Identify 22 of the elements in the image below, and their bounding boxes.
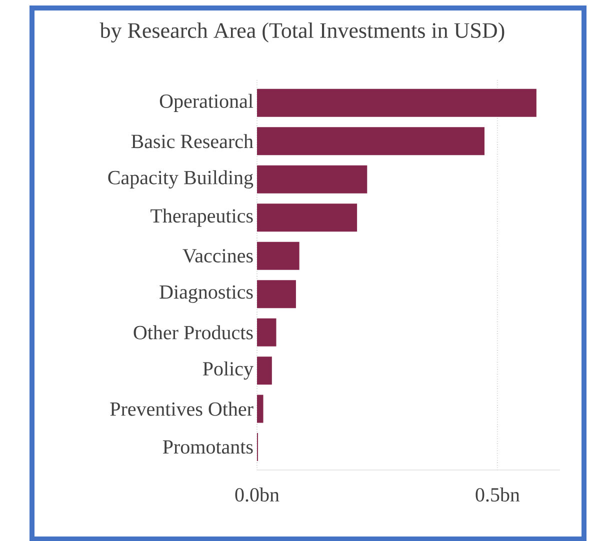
bar (257, 203, 358, 232)
y-tick-label: Vaccines (182, 248, 253, 262)
bar (257, 88, 536, 117)
y-tick-label: Basic Research (131, 134, 254, 148)
y-tick-label: Preventives Other (110, 402, 254, 416)
bar (257, 165, 368, 194)
bar (257, 356, 272, 384)
y-tick-label: Diagnostics (160, 285, 253, 303)
x-tick-label: 0.0bn (235, 487, 280, 502)
y-tick-label: Capacity Building (108, 170, 254, 188)
y-tick-label: Other Products (134, 325, 253, 340)
bar (257, 242, 300, 270)
chart-title: by Research Area (Total Investments in USD) (100, 22, 504, 42)
bar (257, 318, 276, 346)
bar (257, 280, 296, 308)
bar (257, 394, 264, 423)
y-tick-label: Operational (160, 94, 254, 112)
y-tick-label: Promotants (162, 440, 253, 454)
x-tick-label: 0.5bn (476, 487, 520, 502)
y-tick-label: Therapeutics (150, 208, 253, 226)
bar (257, 126, 484, 155)
y-tick-label: Policy (202, 361, 254, 380)
